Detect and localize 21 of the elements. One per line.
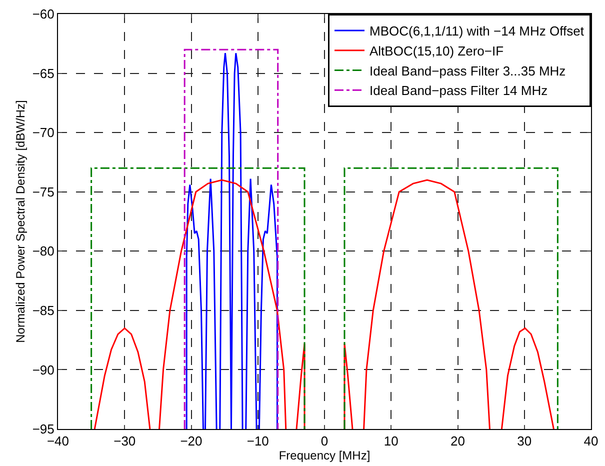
y-tick-label: −80	[32, 244, 54, 259]
y-tick-label: −75	[32, 184, 54, 200]
y-tick-label: −85	[32, 302, 54, 318]
y-axis-title: Normalized Power Spectral Density [dBW/Hz]	[14, 100, 28, 343]
x-tick-label: 20	[450, 434, 465, 449]
y-tick-label: −70	[32, 125, 54, 140]
x-tick-label: 10	[384, 434, 398, 449]
x-tick-label: −10	[246, 434, 269, 449]
legend-label: AltBOC(15,10) Zero−IF	[370, 43, 504, 58]
x-tick-label: 0	[320, 434, 328, 449]
legend-label: MBOC(6,1,1/11) with −14 MHz Offset	[370, 24, 584, 39]
legend-label: Ideal Band−pass Filter 14 MHz	[370, 83, 548, 98]
y-tick-label: −60	[32, 6, 54, 22]
y-tick-label: −65	[32, 66, 54, 81]
legend-label: Ideal Band−pass Filter 3...35 MHz	[370, 63, 566, 78]
x-tick-label: 30	[517, 434, 532, 449]
x-tick-label: −30	[114, 434, 136, 449]
x-axis-title: Frequency [MHz]	[278, 448, 370, 463]
x-tick-label: −20	[180, 434, 202, 449]
x-tick-label: 40	[584, 434, 598, 449]
y-tick-label: −90	[32, 362, 54, 378]
